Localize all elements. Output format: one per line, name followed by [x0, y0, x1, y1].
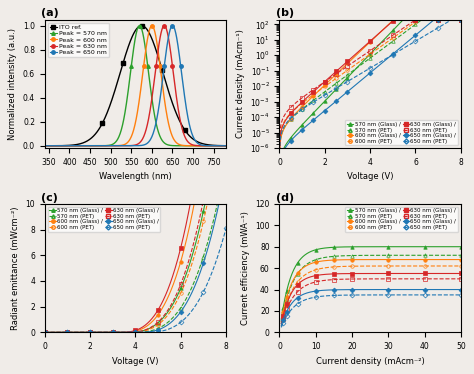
X-axis label: Wavelength (nm): Wavelength (nm) [99, 172, 172, 181]
Text: (b): (b) [276, 8, 294, 18]
Y-axis label: Current efficiency (mWA⁻¹): Current efficiency (mWA⁻¹) [241, 211, 250, 325]
Y-axis label: Radiant emittance (mWcm⁻²): Radiant emittance (mWcm⁻²) [11, 206, 20, 330]
Y-axis label: Current density (mAcm⁻¹): Current density (mAcm⁻¹) [236, 30, 245, 138]
X-axis label: Voltage (V): Voltage (V) [112, 357, 159, 366]
Text: (d): (d) [276, 193, 294, 203]
X-axis label: Current density (mAcm⁻²): Current density (mAcm⁻²) [316, 357, 425, 366]
Legend: 570 nm (Glass) /, 570 nm (PET), 600 nm (Glass) /, 600 nm (PET), 630 nm (Glass) /: 570 nm (Glass) /, 570 nm (PET), 600 nm (… [345, 207, 458, 232]
Y-axis label: Normalized intensity (a.u.): Normalized intensity (a.u.) [9, 28, 18, 140]
Text: (a): (a) [41, 8, 59, 18]
Legend: 570 nm (Glass) /, 570 nm (PET), 600 nm (Glass) /, 600 nm (PET), 630 nm (Glass) /: 570 nm (Glass) /, 570 nm (PET), 600 nm (… [47, 207, 160, 232]
Legend: 570 nm (Glass) /, 570 nm (PET), 600 nm (Glass) /, 600 nm (PET), 630 nm (Glass) /: 570 nm (Glass) /, 570 nm (PET), 600 nm (… [345, 120, 458, 145]
X-axis label: Voltage (V): Voltage (V) [347, 172, 393, 181]
Legend: ITO ref., Peak = 570 nm, Peak = 600 nm, Peak = 630 nm, Peak = 650 nm: ITO ref., Peak = 570 nm, Peak = 600 nm, … [48, 23, 109, 57]
Text: (c): (c) [41, 193, 58, 203]
